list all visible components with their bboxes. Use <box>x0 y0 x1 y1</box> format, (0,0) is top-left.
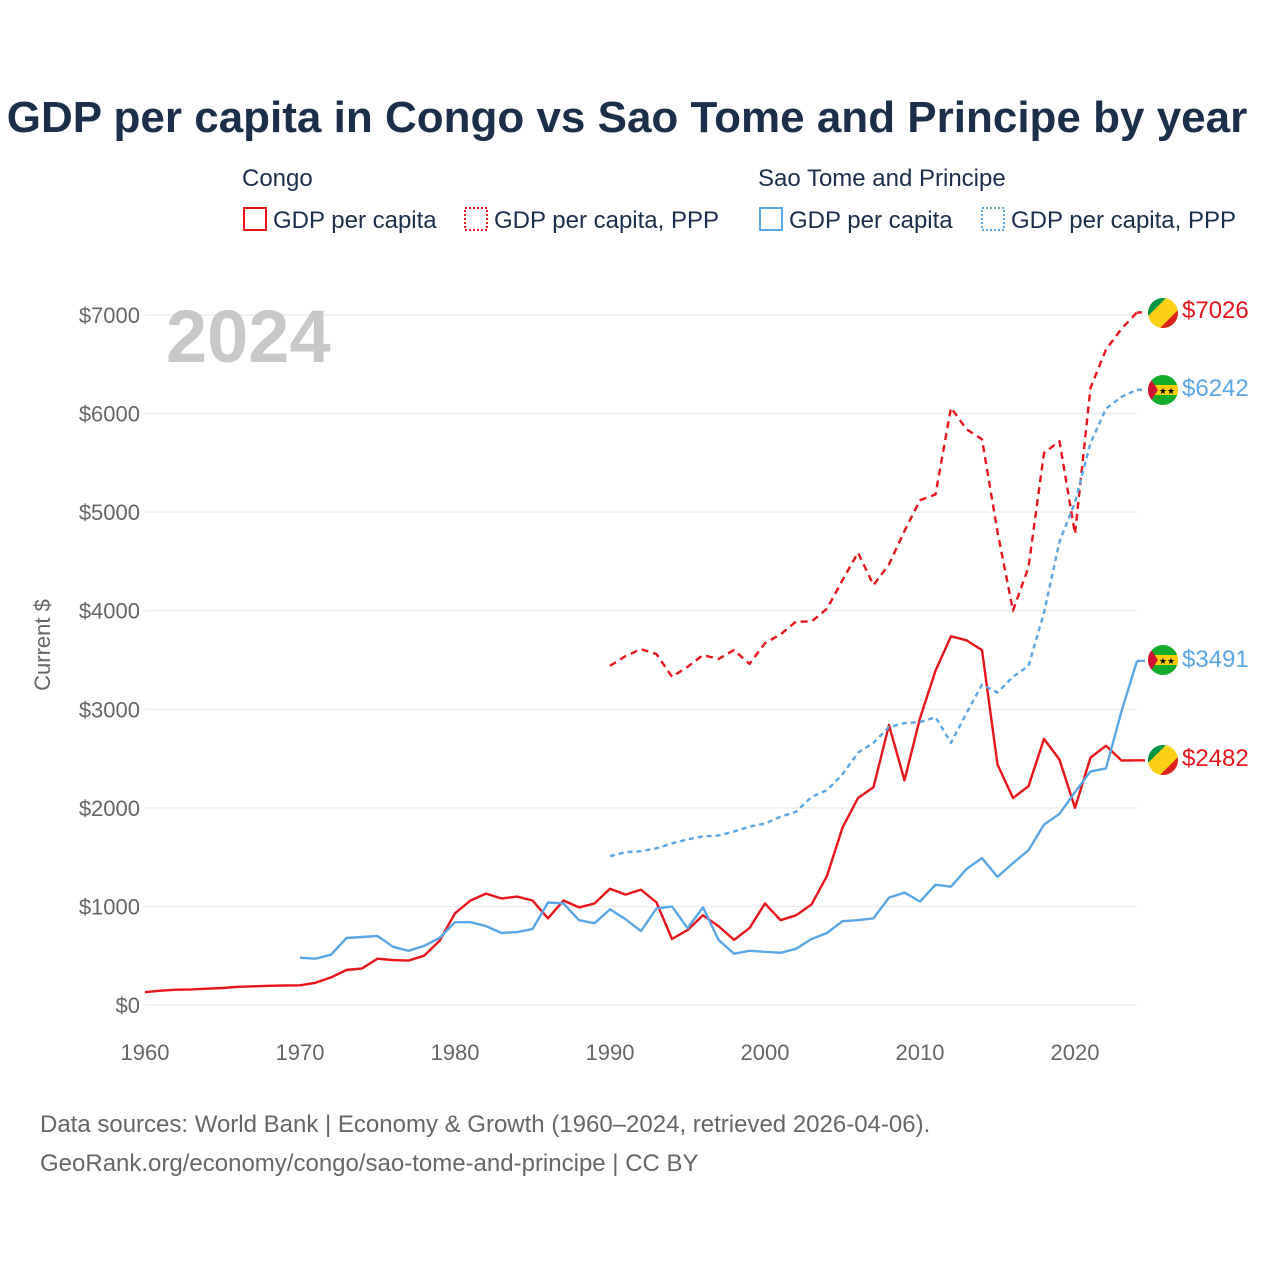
legend-congo-ppp-label: GDP per capita, PPP <box>494 207 719 234</box>
legend-stp-ppp-label: GDP per capita, PPP <box>1011 207 1236 234</box>
legend-stp-gdp-swatch <box>759 207 783 231</box>
chart-title: GDP per capita in Congo vs Sao Tome and … <box>7 93 1248 142</box>
footer-sources: Data sources: World Bank | Economy & Gro… <box>40 1111 930 1138</box>
end-marker-congo-ppp: $7026 <box>1148 297 1249 328</box>
end-marker-stp-gdp: ★★ $3491 <box>1148 645 1249 675</box>
end-label-stp-ppp: $6242 <box>1182 375 1249 402</box>
grid-lines <box>145 314 1137 1006</box>
y-tick-label: $7000 <box>79 303 140 328</box>
x-tick-label: 2000 <box>741 1040 790 1065</box>
legend-stp-gdp-label: GDP per capita <box>789 207 953 234</box>
end-label-congo-ppp: $7026 <box>1182 297 1249 324</box>
legend-congo-gdp-label: GDP per capita <box>273 207 437 234</box>
end-marker-congo-gdp: $2482 <box>1148 745 1249 775</box>
footer-link[interactable]: GeoRank.org/economy/congo/sao-tome-and-p… <box>40 1150 699 1177</box>
legend-congo-ppp-swatch <box>464 207 488 231</box>
y-tick-label: $2000 <box>79 796 140 821</box>
congo-flag-icon <box>1148 745 1178 775</box>
sao-tome-flag-icon: ★★ <box>1148 375 1178 405</box>
congo-flag-icon <box>1148 298 1178 328</box>
legend-stp-heading: Sao Tome and Principe <box>758 165 1006 192</box>
sao-tome-flag-icon: ★★ <box>1148 645 1178 675</box>
y-tick-label: $4000 <box>79 599 140 624</box>
y-tick-label: $5000 <box>79 500 140 525</box>
x-tick-label: 1960 <box>121 1040 170 1065</box>
end-label-stp-gdp: $3491 <box>1182 646 1249 673</box>
series-line-congo-ppp <box>609 311 1138 678</box>
series-line-congo-gdp <box>144 635 1138 994</box>
y-axis-ticks: $0 $1000 $2000 $3000 $4000 $5000 $6000 $7000 <box>79 303 140 1018</box>
year-badge: 2024 <box>166 295 331 378</box>
end-label-congo-gdp: $2482 <box>1182 745 1249 772</box>
legend-stp-ppp-swatch <box>981 207 1005 231</box>
legend: Congo Sao Tome and Principe GDP per capi… <box>242 165 1236 234</box>
svg-text:★★: ★★ <box>1159 386 1175 396</box>
x-tick-label: 1980 <box>431 1040 480 1065</box>
series-line-stp-gdp <box>299 660 1139 960</box>
x-tick-label: 2020 <box>1051 1040 1100 1065</box>
y-tick-label: $1000 <box>79 894 140 919</box>
y-tick-label: $0 <box>116 993 140 1018</box>
end-marker-stp-ppp: ★★ $6242 <box>1148 375 1249 405</box>
legend-congo-heading: Congo <box>242 165 313 192</box>
x-axis-ticks: 1960 1970 1980 1990 2000 2010 2020 <box>121 1040 1100 1065</box>
x-tick-label: 1970 <box>276 1040 325 1065</box>
y-tick-label: $6000 <box>79 402 140 427</box>
x-tick-label: 2010 <box>896 1040 945 1065</box>
x-tick-label: 1990 <box>586 1040 635 1065</box>
svg-text:★★: ★★ <box>1159 656 1175 666</box>
y-tick-label: $3000 <box>79 697 140 722</box>
legend-congo-gdp-swatch <box>243 207 267 231</box>
series-line-stp-ppp <box>609 388 1138 858</box>
y-axis-label: Current $ <box>30 599 55 691</box>
series-lines <box>144 311 1145 994</box>
